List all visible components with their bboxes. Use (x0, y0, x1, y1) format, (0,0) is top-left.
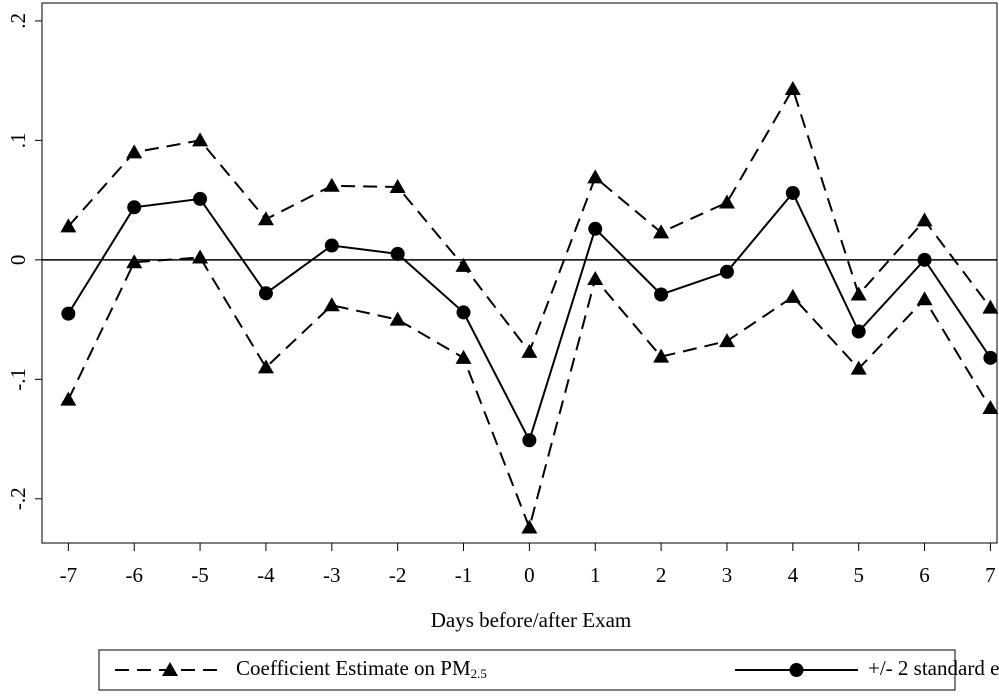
series-line (67, 256, 992, 531)
triangle-marker (521, 519, 538, 534)
legend-marker (162, 662, 178, 676)
x-tick-label: 3 (722, 563, 733, 587)
legend-name: +/- 2 standard errors (868, 656, 999, 680)
triangle-marker (850, 286, 867, 301)
triangle-marker (916, 291, 933, 306)
legend-subscript: 2.5 (471, 666, 487, 681)
triangle-marker (850, 360, 867, 375)
triangle-marker (323, 177, 340, 192)
circle-marker (258, 286, 273, 301)
series-line (67, 86, 992, 354)
circle-marker (917, 252, 932, 267)
triangle-marker (653, 348, 670, 363)
triangle-marker (718, 194, 735, 209)
triangle-marker (192, 132, 209, 147)
x-tick-label: -3 (323, 563, 341, 587)
y-tick-label: .2 (6, 13, 30, 29)
circle-marker (193, 191, 208, 206)
triangle-marker (653, 224, 670, 239)
triangle-marker (784, 81, 801, 96)
triangle-marker (60, 218, 77, 233)
triangle-marker (982, 299, 999, 314)
legend-label: Coefficient Estimate on PM2.5 (236, 656, 487, 681)
legend-label: +/- 2 standard errors (868, 656, 999, 680)
triangle-marker (257, 211, 274, 226)
circle-marker (851, 324, 866, 339)
circle-marker (983, 350, 998, 365)
x-tick-label: 6 (919, 563, 930, 587)
triangle-marker (389, 178, 406, 193)
circle-marker (61, 306, 76, 321)
triangle-marker (257, 359, 274, 374)
triangle-marker (521, 343, 538, 358)
circle-marker (719, 264, 734, 279)
triangle-marker (323, 297, 340, 312)
triangle-marker (455, 257, 472, 272)
triangle-marker (60, 391, 77, 406)
x-axis-label: Days before/after Exam (431, 608, 632, 632)
x-tick-label: -1 (455, 563, 473, 587)
x-tick-label: 5 (853, 563, 864, 587)
x-tick-label: 2 (656, 563, 667, 587)
x-tick-label: 1 (590, 563, 601, 587)
x-tick-label: -4 (257, 563, 275, 587)
plot-frame (41, 2, 998, 544)
triangle-marker (455, 349, 472, 364)
series-line (67, 191, 992, 443)
x-tick-label: 4 (788, 563, 799, 587)
circle-marker (522, 433, 537, 448)
y-tick-label: -.1 (6, 368, 30, 391)
triangle-marker (982, 400, 999, 414)
triangle-marker (587, 270, 604, 285)
circle-marker (127, 200, 142, 215)
x-tick-label: -6 (125, 563, 143, 587)
x-tick-label: 7 (985, 563, 996, 587)
triangle-marker (718, 333, 735, 348)
x-tick-label: -2 (389, 563, 407, 587)
triangle-marker (916, 212, 933, 227)
circle-marker (456, 305, 471, 320)
circle-marker (588, 221, 603, 236)
triangle-marker (784, 288, 801, 303)
triangle-marker (126, 144, 143, 159)
triangle-marker (126, 254, 143, 269)
triangle-marker (192, 249, 209, 264)
y-tick-label: 0 (6, 255, 30, 266)
legend-marker (789, 663, 804, 677)
legend-box (98, 649, 956, 691)
triangle-marker (389, 311, 406, 326)
circle-marker (785, 185, 800, 200)
x-tick-label: 0 (524, 563, 535, 587)
y-tick-label: .1 (6, 133, 30, 149)
x-tick-label: -7 (60, 563, 78, 587)
circle-marker (324, 238, 339, 253)
circle-marker (654, 287, 669, 302)
triangle-marker (587, 169, 604, 184)
y-tick-label: -.2 (6, 487, 30, 510)
x-tick-label: -5 (191, 563, 209, 587)
legend-name: Coefficient Estimate on PM (236, 656, 471, 680)
circle-marker (390, 246, 405, 261)
